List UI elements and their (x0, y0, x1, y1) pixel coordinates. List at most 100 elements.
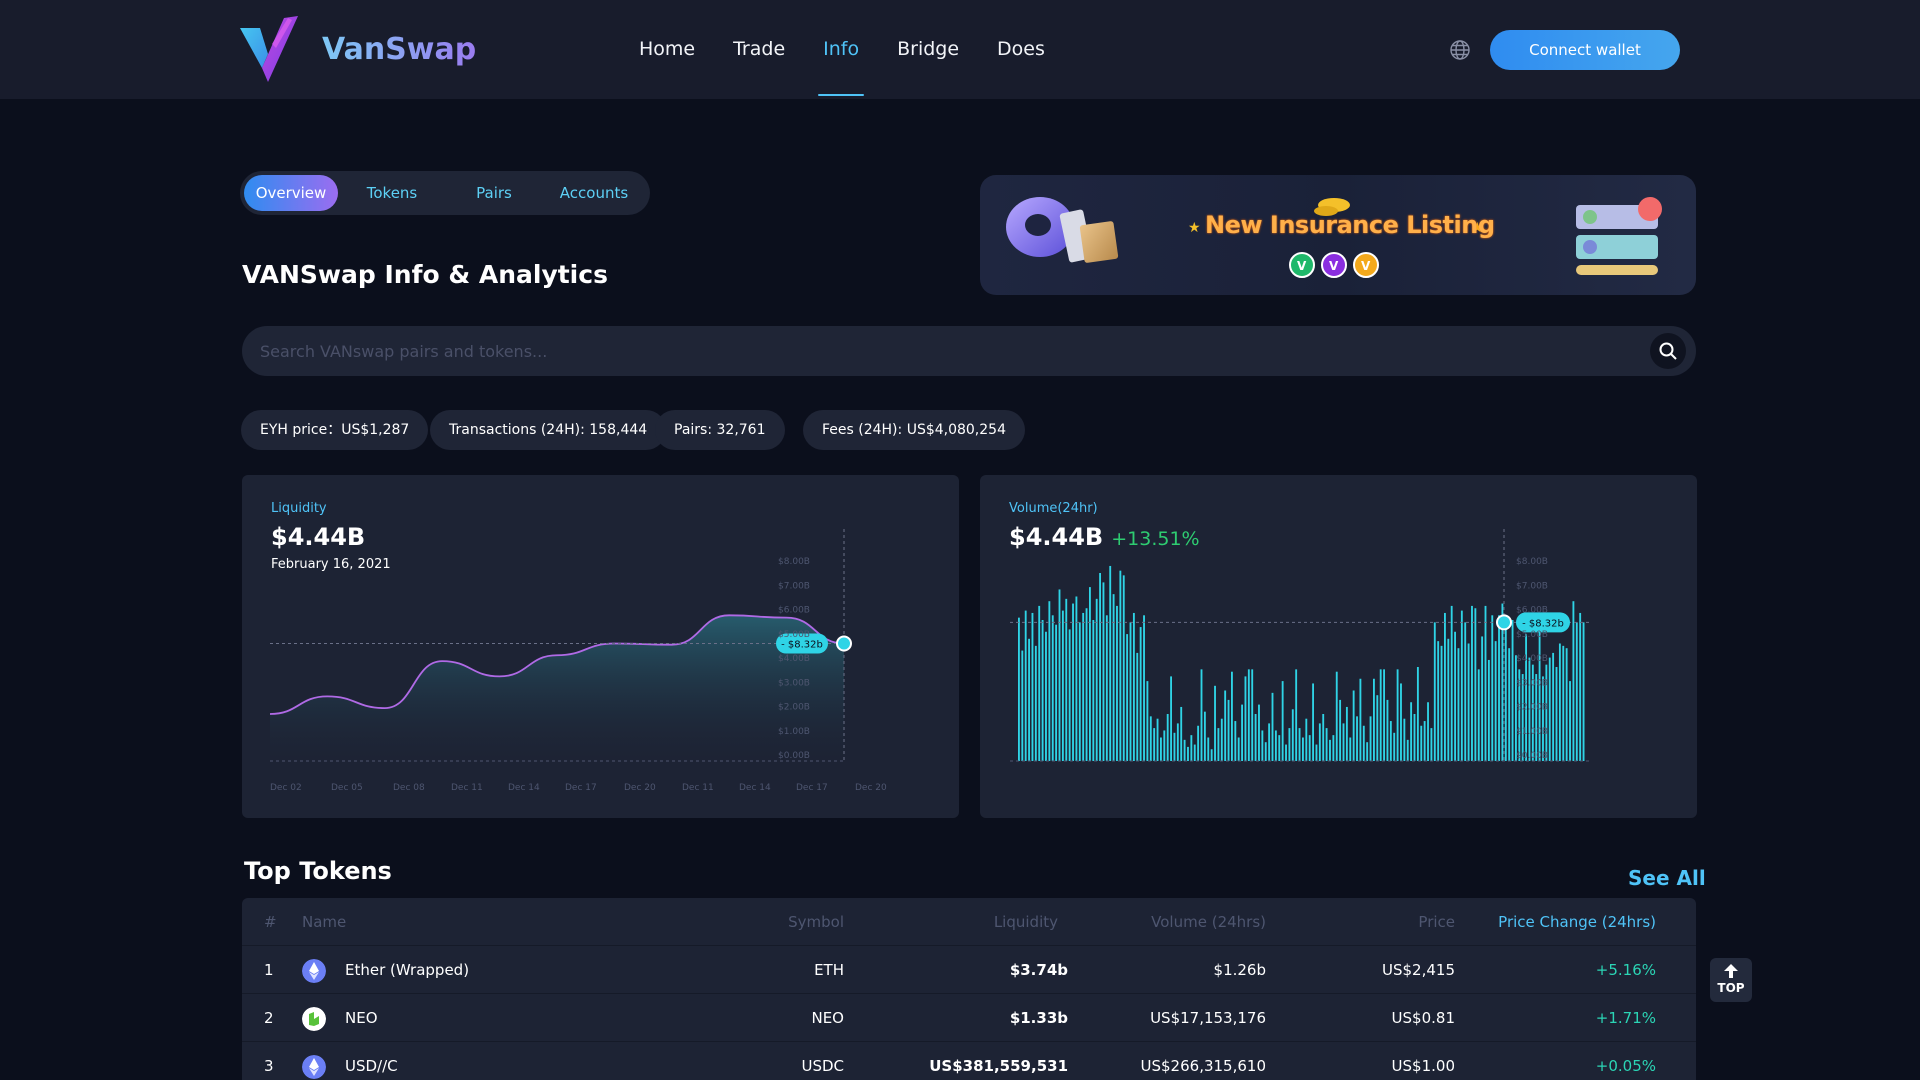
volume-bar (1325, 728, 1328, 761)
volume-bar (1163, 730, 1166, 761)
col-liquidity[interactable]: Liquidity (993, 913, 1058, 931)
search-input[interactable] (260, 326, 1640, 376)
highlight-point (1496, 614, 1512, 631)
nav-info[interactable]: Info (804, 0, 878, 99)
x-tick-label: Dec 20 (624, 783, 656, 793)
volume-label: Volume(24hr) (1009, 501, 1098, 516)
volume-bar (1427, 702, 1429, 761)
volume-bar (1352, 690, 1355, 761)
volume-bar (1119, 570, 1122, 761)
col-symbol[interactable]: Symbol (788, 913, 844, 931)
volume-bar (1518, 669, 1521, 761)
row-name[interactable]: Ether (Wrapped) (345, 961, 470, 979)
volume-bar (1359, 678, 1362, 761)
volume-bar (1024, 610, 1027, 761)
volume-bar (1298, 728, 1301, 761)
volume-bar (1129, 622, 1132, 761)
globe-icon[interactable] (1449, 39, 1471, 61)
volume-bar (1400, 683, 1402, 761)
scroll-top-label: TOP (1717, 981, 1745, 995)
volume-bar (1481, 636, 1484, 761)
volume-bar (1318, 723, 1321, 761)
volume-bar (1126, 634, 1129, 761)
volume-bar (1437, 641, 1440, 761)
row-name[interactable]: USD//C (345, 1057, 398, 1075)
nav-trade[interactable]: Trade (733, 38, 786, 60)
arrow-up-icon (1724, 964, 1738, 978)
row-liquidity: $3.74b (1009, 961, 1068, 979)
x-tick-label: Dec 05 (331, 783, 363, 793)
table-row[interactable]: 1 Ether (Wrapped) ETH $3.74b $1.26b US$2… (242, 946, 1696, 994)
svg-text:★: ★ (1188, 220, 1201, 236)
volume-bar (1038, 605, 1041, 761)
volume-bar (1491, 615, 1494, 761)
volume-bar (1498, 615, 1500, 761)
volume-bar (1082, 612, 1085, 761)
volume-bar (1582, 622, 1585, 761)
banner-illustration: V V V ★ ★ (1006, 197, 1662, 278)
col-name[interactable]: Name (302, 913, 347, 931)
volume-bar (1538, 629, 1541, 761)
volume-bar (1176, 723, 1179, 761)
volume-bar (1227, 699, 1230, 761)
volume-bar (1021, 650, 1024, 761)
see-all-link[interactable]: See All (1628, 866, 1706, 890)
volume-bar (1254, 714, 1257, 761)
volume-bar (1092, 620, 1095, 761)
volume-bar (1251, 669, 1254, 761)
volume-bar (1531, 664, 1534, 761)
volume-bar (1247, 669, 1250, 761)
y-tick-label: $6.00B (1516, 606, 1548, 616)
volume-bar (1183, 739, 1186, 761)
row-price: US$2,415 (1382, 961, 1455, 979)
table-row[interactable]: 3 USD//C USDC US$381,559,531 US$266,315,… (242, 1042, 1696, 1080)
volume-bar (1065, 598, 1068, 761)
volume-change: +13.51% (1111, 528, 1200, 550)
volume-bar (1278, 735, 1281, 761)
y-tick-label: $7.00B (1516, 581, 1548, 591)
volume-bar (1132, 612, 1135, 761)
app-logo[interactable]: VanSwap (238, 14, 476, 84)
svg-text:★: ★ (1471, 220, 1484, 236)
volume-bar (1214, 685, 1216, 761)
col-volume[interactable]: Volume (24hrs) (1151, 913, 1266, 931)
volume-bar (1274, 730, 1277, 761)
tab-tokens[interactable]: Tokens (366, 184, 418, 202)
volume-bar (1295, 669, 1298, 761)
volume-bar (1484, 605, 1487, 761)
volume-bar (1028, 638, 1031, 761)
row-name[interactable]: NEO (345, 1009, 378, 1027)
search-button[interactable] (1650, 333, 1686, 369)
col-rank: # (264, 913, 277, 931)
x-tick-label: Dec 17 (796, 783, 828, 793)
table-row[interactable]: 2 NEO NEO $1.33b US$17,153,176 US$0.81 +… (242, 994, 1696, 1042)
row-price-change: +1.71% (1595, 1009, 1656, 1027)
x-tick-label: Dec 17 (565, 783, 597, 793)
volume-bar (1342, 723, 1345, 761)
volume-bar (1579, 612, 1582, 761)
col-price-change[interactable]: Price Change (24hrs) (1498, 913, 1656, 931)
scroll-to-top-button[interactable]: TOP (1710, 958, 1752, 1002)
liquidity-chart[interactable]: - $8.32b $8.00B $7.00B $6.00B $5.00B $4.00B $3… (242, 475, 959, 818)
nav-does[interactable]: Does (997, 38, 1045, 60)
row-symbol: USDC (801, 1057, 844, 1075)
tab-pairs[interactable]: Pairs (476, 184, 512, 202)
y-tick-label: $7.00B (778, 581, 810, 591)
nav-bridge[interactable]: Bridge (897, 38, 960, 60)
connect-wallet-button[interactable]: Connect wallet (1490, 30, 1680, 70)
tab-accounts[interactable]: Accounts (559, 184, 629, 202)
volume-bar (1085, 608, 1088, 761)
nav-home[interactable]: Home (639, 38, 696, 60)
volume-chart[interactable]: - $8.32b $8.00B $7.00B $6.00B $5.00B $4.00B $3… (980, 475, 1697, 818)
volume-bar (1356, 716, 1358, 761)
volume-bar (1396, 669, 1399, 761)
volume-bar (1220, 718, 1223, 761)
volume-bar (1149, 716, 1152, 761)
volume-bar (1034, 645, 1037, 761)
tab-overview[interactable]: Overview (244, 175, 338, 211)
col-price[interactable]: Price (1418, 913, 1455, 931)
row-price-change: +5.16% (1595, 961, 1656, 979)
promo-banner[interactable]: V V V ★ ★ New Insurance Listing (980, 175, 1696, 295)
volume-bar (1433, 622, 1436, 761)
volume-bar (1335, 671, 1338, 761)
